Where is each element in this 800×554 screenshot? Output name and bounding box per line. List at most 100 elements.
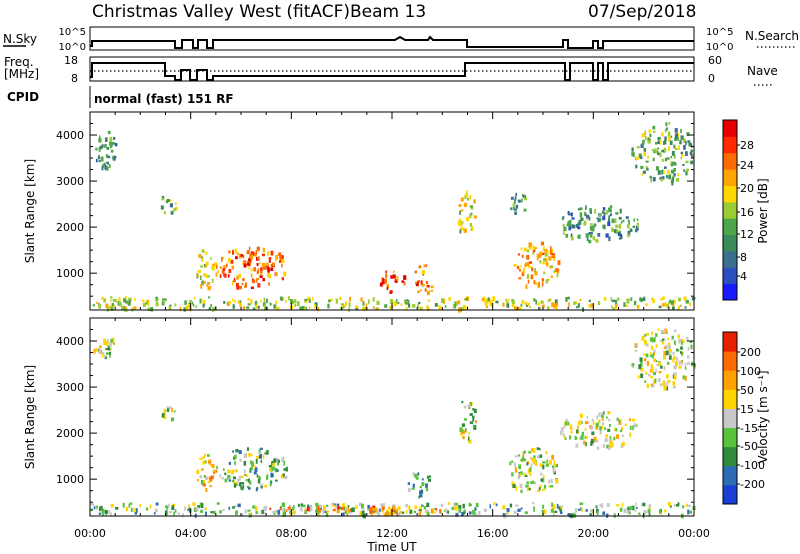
echo-cell <box>464 508 467 512</box>
echo-cell <box>269 507 272 510</box>
echo-cell <box>524 474 528 477</box>
echo-cell <box>283 460 286 466</box>
echo-cell <box>577 303 580 308</box>
echo-cell <box>568 226 571 231</box>
echo-cell <box>208 286 212 290</box>
echo-cell <box>456 301 458 306</box>
echo-cell <box>676 178 679 182</box>
echo-cell <box>285 466 288 472</box>
echo-cell <box>231 469 235 475</box>
echo-cell <box>530 481 533 484</box>
echo-cell <box>616 229 619 234</box>
echo-cell <box>250 299 253 304</box>
echo-cell <box>544 248 548 254</box>
echo-cell <box>259 262 261 265</box>
echo-cell <box>223 265 226 268</box>
echo-cell <box>538 447 541 450</box>
echo-cell <box>665 157 668 162</box>
y-tick-label: 3000 <box>56 175 84 188</box>
echo-cell <box>326 510 329 513</box>
echo-cell <box>673 144 676 149</box>
echo-cell <box>204 507 206 510</box>
echo-cell <box>389 511 393 516</box>
echo-cell <box>543 258 547 262</box>
echo-cell <box>615 224 619 228</box>
echo-cell <box>315 502 319 507</box>
echo-cell <box>372 297 375 302</box>
echo-cell <box>659 139 662 145</box>
echo-cell <box>393 270 395 273</box>
echo-cell <box>470 212 473 216</box>
echo-cell <box>635 230 638 233</box>
echo-cell <box>328 299 331 303</box>
echo-cell <box>588 304 591 308</box>
echo-cell <box>583 440 586 445</box>
echo-cell <box>655 368 657 373</box>
echo-cell <box>589 233 593 238</box>
date-title: 07/Sep/2018 <box>588 2 696 22</box>
echo-cell <box>664 346 667 349</box>
echo-cell <box>256 455 259 459</box>
echo-cell <box>511 481 514 486</box>
echo-cell <box>419 494 423 498</box>
echo-cell <box>147 307 150 311</box>
echo-cell <box>139 504 142 508</box>
echo-cell <box>468 511 472 515</box>
echo-cell <box>539 484 542 488</box>
echo-cell <box>646 168 649 171</box>
echo-cell <box>550 246 552 251</box>
echo-cell <box>618 223 622 229</box>
echo-cell <box>267 267 270 272</box>
echo-cell <box>200 479 204 485</box>
echo-cell <box>586 236 589 242</box>
echo-cell <box>109 512 112 516</box>
echo-cell <box>563 226 567 232</box>
echo-cell <box>166 406 170 412</box>
echo-cell <box>257 246 260 252</box>
echo-cell <box>647 373 651 377</box>
echo-cell <box>383 513 386 516</box>
y-tick-label: 2000 <box>56 221 84 234</box>
echo-cell <box>279 296 283 300</box>
echo-cell <box>641 336 645 341</box>
echo-cell <box>599 504 602 507</box>
echo-cell <box>169 203 173 208</box>
echo-cell <box>542 461 546 464</box>
echo-cell <box>594 505 597 508</box>
colorbar-tick-label: -100 <box>740 459 765 472</box>
echo-cell <box>461 400 464 404</box>
echo-cell <box>277 509 281 515</box>
echo-cell <box>607 221 611 227</box>
echo-cell <box>523 472 526 476</box>
echo-cell <box>648 504 652 508</box>
echo-cell <box>562 432 565 437</box>
echo-cell <box>659 339 663 343</box>
echo-cell <box>106 307 109 312</box>
echo-cell <box>275 254 278 260</box>
echo-cell <box>536 253 540 259</box>
echo-cell <box>243 453 247 458</box>
echo-cell <box>386 283 390 289</box>
echo-cell <box>386 511 389 516</box>
echo-cell <box>101 512 104 516</box>
echo-cell <box>543 509 547 514</box>
echo-cell <box>650 354 653 358</box>
echo-cell <box>610 305 613 308</box>
echo-cell <box>621 426 624 431</box>
echo-cell <box>248 487 251 490</box>
echo-cell <box>392 274 396 279</box>
echo-cell <box>520 489 523 494</box>
echo-cell <box>444 305 447 308</box>
echo-cell <box>118 297 121 301</box>
echo-cell <box>590 303 593 308</box>
echo-cell <box>280 474 283 479</box>
echo-cell <box>676 357 678 362</box>
echo-cell <box>595 505 598 509</box>
echo-cell <box>282 508 285 513</box>
echo-cell <box>161 197 165 201</box>
echo-cell <box>640 373 644 379</box>
echo-cell <box>594 209 597 214</box>
echo-cell <box>98 304 101 309</box>
echo-cell <box>668 352 671 356</box>
